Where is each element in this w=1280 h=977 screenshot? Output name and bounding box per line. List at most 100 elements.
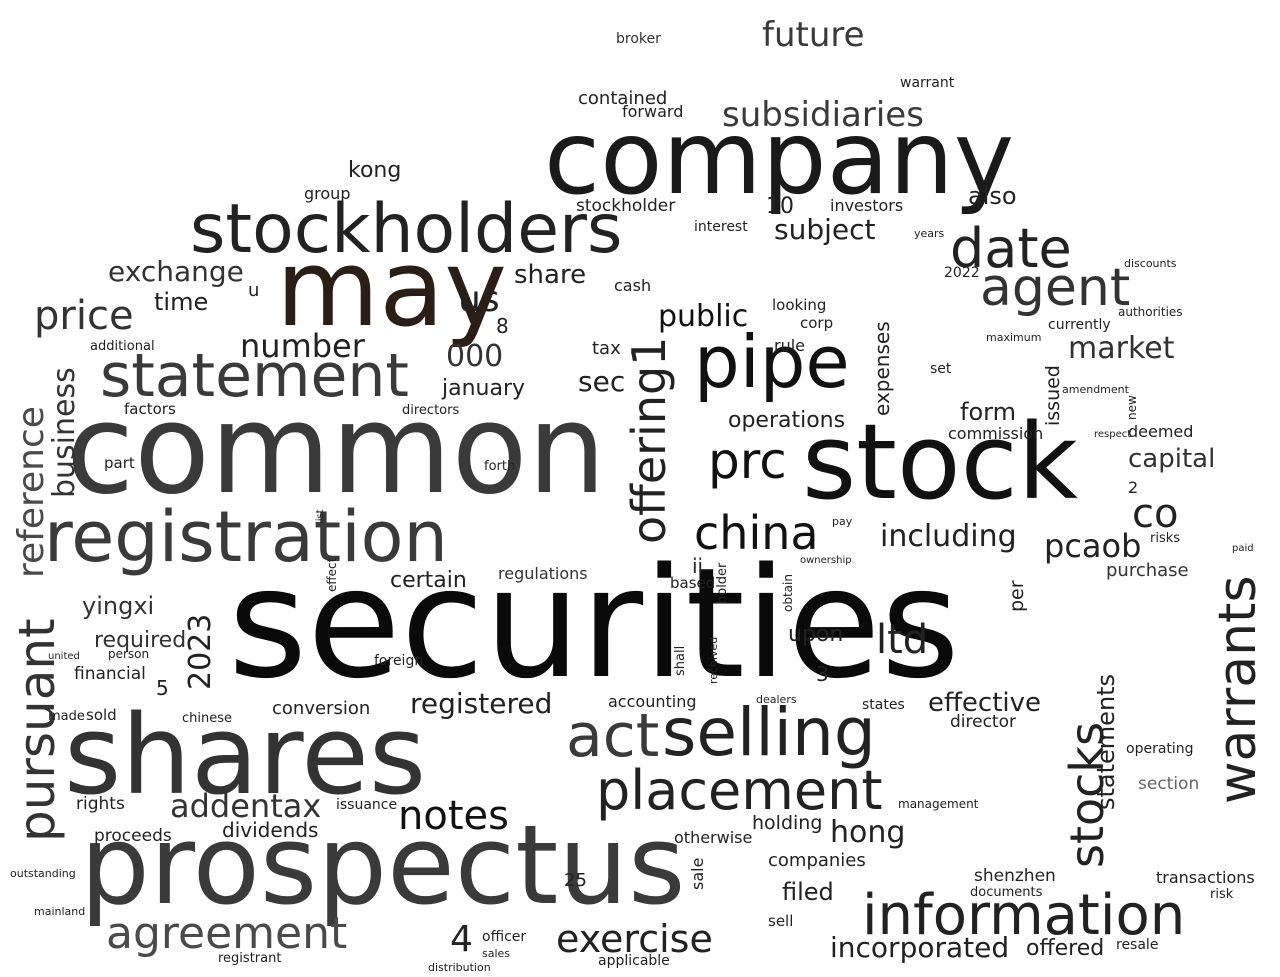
word-5: 5: [156, 676, 169, 700]
word-hong: hong: [830, 815, 906, 850]
word-risks: risks: [1150, 531, 1181, 546]
word-otherwise: otherwise: [674, 828, 753, 847]
word-forth: forth: [484, 459, 516, 474]
word-subsidiaries: subsidiaries: [722, 95, 924, 135]
word-rule: rule: [774, 336, 806, 355]
word-chinese: chinese: [182, 711, 233, 726]
word-price: price: [34, 293, 134, 339]
word-dealers: dealers: [756, 693, 797, 706]
word-placement: placement: [596, 759, 883, 822]
word-ii: ii: [692, 554, 704, 578]
word-resale: resale: [1116, 937, 1159, 953]
word-tax: tax: [592, 338, 621, 359]
word-may: may: [276, 227, 507, 350]
word-pipe: pipe: [694, 320, 850, 404]
word-incorporated: incorporated: [830, 931, 1010, 964]
word-future: future: [762, 15, 865, 55]
word-shenzhen: shenzhen: [974, 866, 1056, 886]
word-director: director: [950, 712, 1016, 732]
word-notes: notes: [398, 793, 509, 839]
word-commission: commission: [948, 424, 1044, 443]
word-effective: effective: [928, 688, 1042, 718]
word-issued: issued: [1042, 365, 1064, 426]
word-outstanding: outstanding: [10, 867, 76, 880]
word-deemed: deemed: [1128, 422, 1194, 441]
word-operating: operating: [1126, 741, 1194, 757]
word-documents: documents: [970, 885, 1043, 900]
word-section: section: [1138, 774, 1200, 794]
word-officer: officer: [482, 929, 527, 945]
word-3: 3: [816, 662, 829, 686]
word-co: co: [1132, 491, 1179, 537]
word-share: share: [514, 260, 587, 290]
word-registrant: registrant: [218, 951, 282, 966]
word-2022: 2022: [944, 265, 980, 281]
word-paid: paid: [1232, 543, 1254, 554]
word-addentax: addentax: [170, 787, 322, 825]
word-kong: kong: [348, 158, 402, 183]
word-investors: investors: [830, 196, 904, 215]
word-corp: corp: [800, 314, 834, 332]
word-10: 10: [766, 194, 794, 219]
word-also: also: [968, 182, 1017, 210]
word-new: new: [1125, 395, 1139, 420]
word-business: business: [47, 367, 82, 498]
word-risk: risk: [1210, 887, 1234, 902]
word-selling: selling: [662, 694, 876, 771]
word-certain: certain: [390, 568, 467, 593]
word-statement: statement: [100, 341, 409, 411]
word-distribution: distribution: [428, 961, 491, 974]
word-shares: shares: [64, 691, 427, 819]
word-conversion: conversion: [272, 698, 371, 719]
word-per: per: [1006, 580, 1028, 612]
word-united: united: [48, 651, 80, 662]
word-accounting: accounting: [608, 692, 697, 711]
word-ltd: ltd: [876, 617, 929, 663]
word-forward: forward: [622, 102, 684, 121]
word-amendment: amendment: [1062, 383, 1129, 396]
word-china: china: [694, 506, 819, 560]
word-filed: filed: [782, 878, 834, 906]
word-us: us: [458, 279, 500, 320]
word-broker: broker: [616, 31, 661, 47]
word-registration: registration: [44, 496, 448, 578]
word-warrant: warrant: [900, 75, 955, 91]
word-foreign: foreign: [374, 653, 424, 669]
word-agreement: agreement: [106, 908, 348, 959]
word-applicable: applicable: [598, 953, 670, 969]
word-offered: offered: [1026, 936, 1105, 961]
word-years: years: [914, 227, 945, 240]
word-exchange: exchange: [108, 255, 244, 288]
word-4: 4: [450, 919, 473, 960]
word-capital: capital: [1128, 444, 1216, 474]
word-pursuant: pursuant: [8, 618, 66, 842]
word-000: 000: [446, 339, 504, 374]
word-rights: rights: [76, 794, 125, 814]
word-sold: sold: [86, 706, 117, 724]
word-number: number: [240, 327, 365, 365]
word-cash: cash: [614, 276, 652, 295]
word-securities: securities: [228, 535, 960, 712]
word-required: required: [94, 628, 187, 653]
word-stockholder: stockholder: [576, 196, 676, 216]
word-operations: operations: [728, 408, 846, 433]
word-pay: pay: [832, 515, 853, 528]
word-holder: holder: [715, 562, 730, 604]
word-2023: 2023: [183, 613, 218, 690]
word-registered: registered: [410, 687, 553, 720]
word-group: group: [304, 184, 351, 203]
word-person: person: [108, 647, 150, 661]
word-received: received: [707, 636, 720, 684]
word-reference: reference: [11, 406, 52, 578]
word-including: including: [880, 519, 1017, 554]
word-additional: additional: [90, 339, 155, 354]
word-sales: sales: [482, 947, 511, 960]
word-set: set: [930, 361, 952, 377]
word-part: part: [104, 454, 135, 472]
word-statements: statements: [1092, 673, 1120, 810]
word-proceeds: proceeds: [94, 826, 172, 846]
word-subject: subject: [774, 213, 876, 246]
word-agent: agent: [980, 258, 1131, 318]
word-interest: interest: [694, 219, 748, 235]
